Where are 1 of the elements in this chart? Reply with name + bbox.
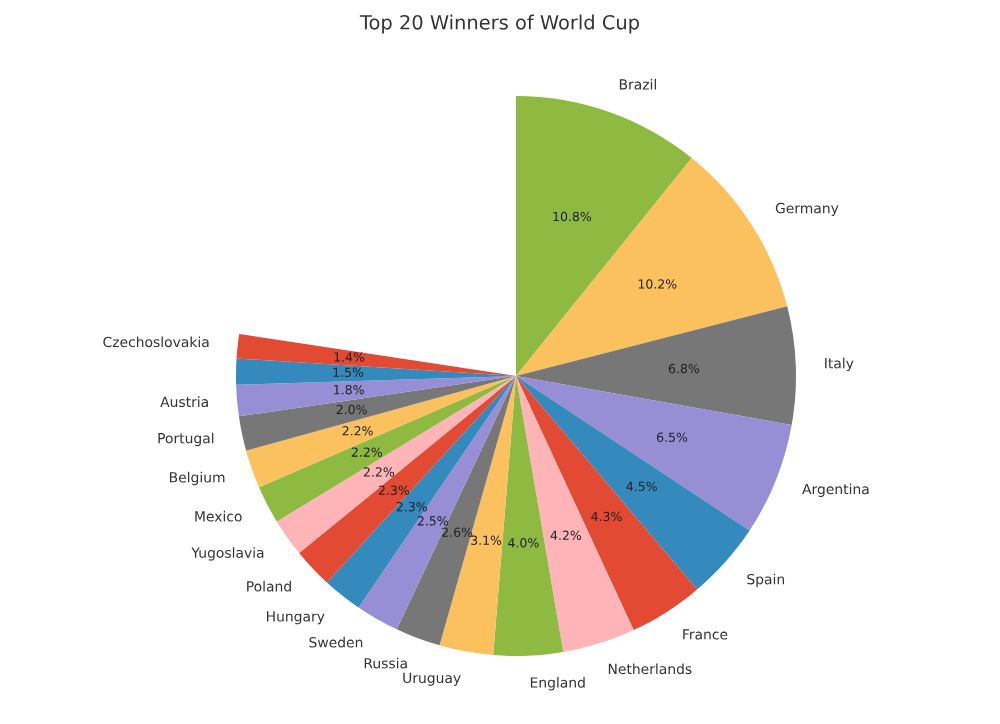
chart-title: Top 20 Winners of World Cup — [359, 14, 639, 34]
